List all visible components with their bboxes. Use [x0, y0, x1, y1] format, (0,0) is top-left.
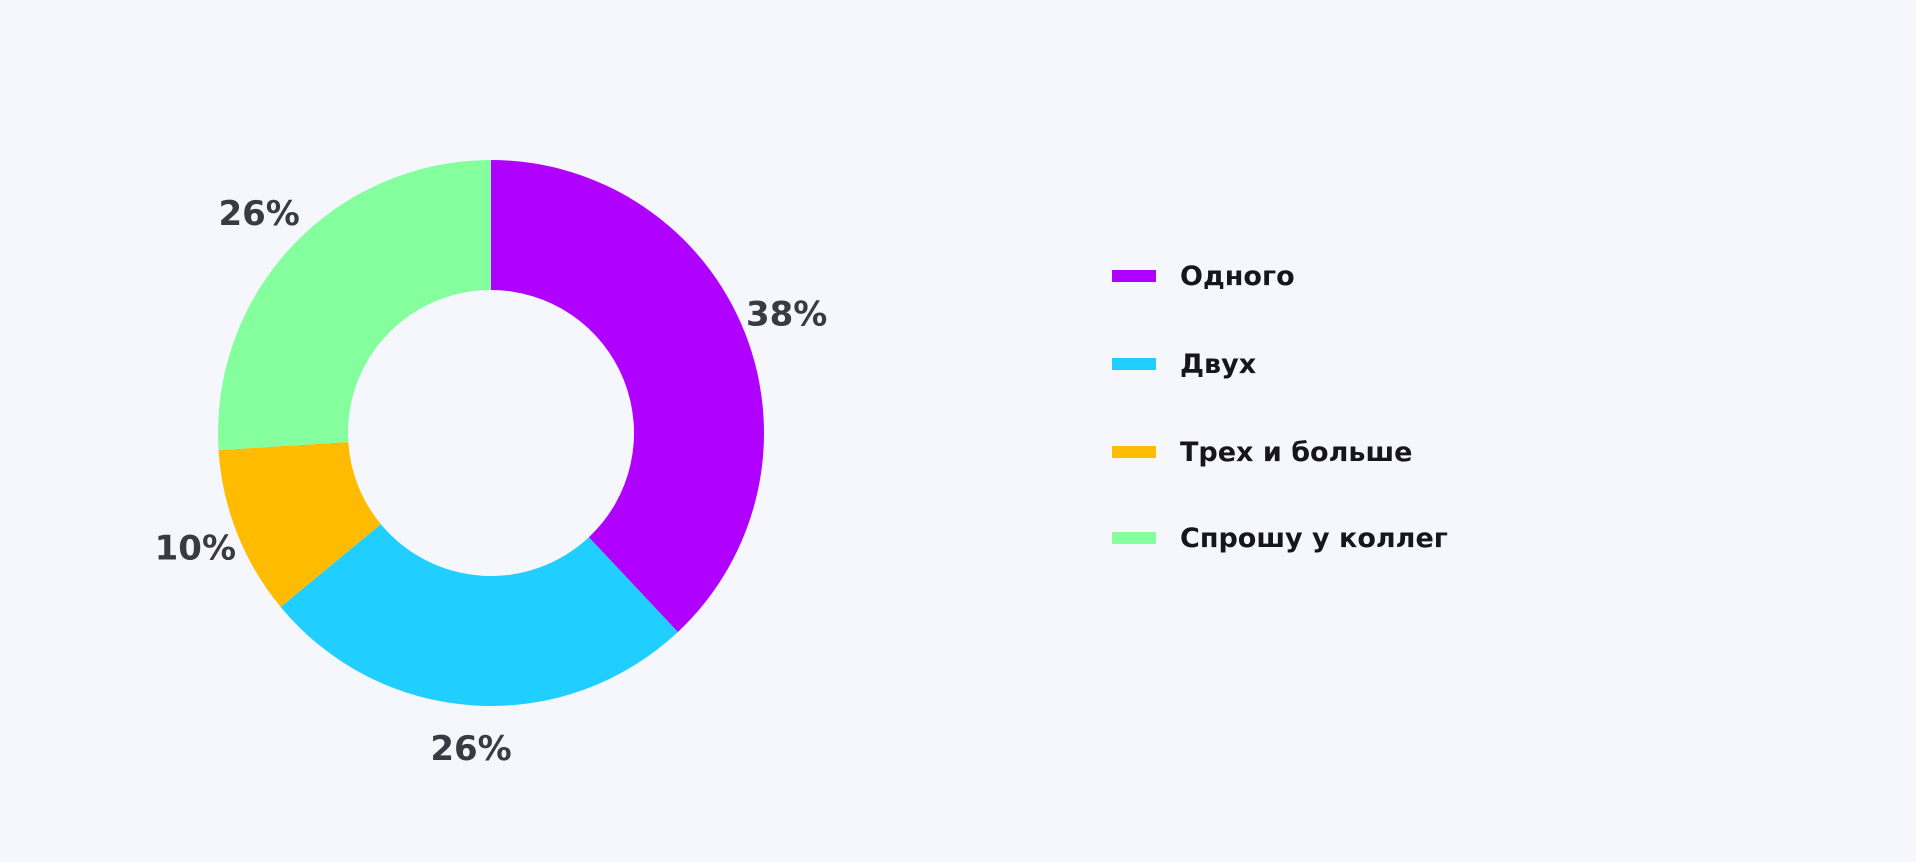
legend: Одного Двух Трех и больше Спрошу у колле… — [1112, 254, 1448, 604]
legend-label: Трех и больше — [1180, 436, 1413, 468]
slice-trekh-i-bolshe — [218, 441, 381, 608]
slice-dvukh — [280, 524, 678, 707]
legend-swatch — [1112, 446, 1156, 458]
legend-label: Двух — [1180, 348, 1257, 380]
legend-swatch — [1112, 270, 1156, 282]
label-trekh-i-bolshe: 10% — [155, 529, 236, 569]
slice-sproshu-u-kolleg — [217, 160, 491, 451]
legend-item-trekh-i-bolshe: Трех и больше — [1112, 430, 1448, 474]
label-dvukh: 26% — [430, 729, 511, 769]
legend-item-odnogo: Одного — [1112, 254, 1448, 298]
legend-item-sproshu-u-kolleg: Спрошу у коллег — [1112, 516, 1448, 560]
legend-item-dvukh: Двух — [1112, 342, 1448, 386]
legend-label: Спрошу у коллег — [1180, 522, 1448, 554]
legend-label: Одного — [1180, 260, 1295, 292]
label-odnogo: 38% — [746, 294, 827, 334]
slice-odnogo — [491, 160, 764, 633]
label-sproshu-u-kolleg: 26% — [218, 194, 299, 234]
legend-swatch — [1112, 532, 1156, 544]
legend-swatch — [1112, 358, 1156, 370]
